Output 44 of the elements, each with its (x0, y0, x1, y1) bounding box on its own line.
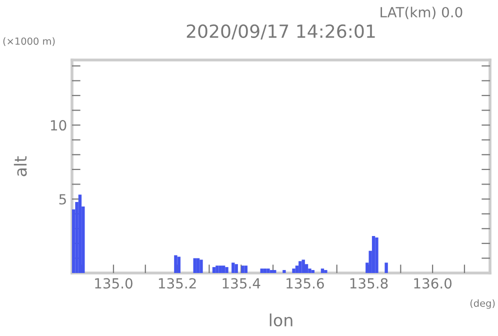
bar (266, 268, 270, 273)
bar (292, 268, 296, 273)
bar (225, 267, 228, 273)
x-tick-label: 136.0 (414, 278, 452, 289)
bar (375, 238, 378, 273)
bar (244, 266, 248, 273)
bar (311, 270, 315, 273)
bar (302, 260, 305, 273)
bar (282, 270, 286, 273)
y-tick-label: 10 (50, 120, 66, 131)
bar (212, 267, 216, 273)
bar (298, 261, 302, 273)
text: (×1000 m) (3, 37, 55, 46)
bar (260, 268, 264, 273)
bar (177, 256, 180, 273)
x-axis-title: lon (270, 314, 292, 326)
bar (263, 268, 267, 273)
bar (372, 236, 376, 273)
bar (241, 266, 244, 273)
y-tick-label: 5 (59, 194, 66, 205)
bar (193, 258, 196, 273)
x-tick-label: 135.0 (95, 278, 132, 289)
bar (232, 262, 235, 273)
bar (270, 270, 274, 273)
text: (deg) (470, 299, 495, 309)
text: LAT(km) 0.0 (380, 6, 462, 20)
x-tick-label: 135.2 (158, 278, 196, 289)
bar (222, 266, 226, 273)
bar (196, 258, 200, 273)
x-tick-label: 135.4 (222, 278, 260, 289)
bar (324, 270, 328, 273)
bar (384, 262, 388, 273)
bar (174, 255, 178, 273)
y-axis-title: alt (14, 156, 27, 176)
x-tick-label: 135.6 (286, 278, 324, 289)
bar (200, 260, 203, 273)
bar (78, 194, 82, 273)
bar (234, 264, 238, 273)
bar (320, 268, 324, 273)
bar (216, 266, 219, 273)
bar (273, 270, 276, 273)
x-tick-label: 135.8 (350, 278, 388, 289)
bar (218, 266, 222, 273)
chart-title: 2020/09/17 14:26:01 (186, 24, 375, 40)
